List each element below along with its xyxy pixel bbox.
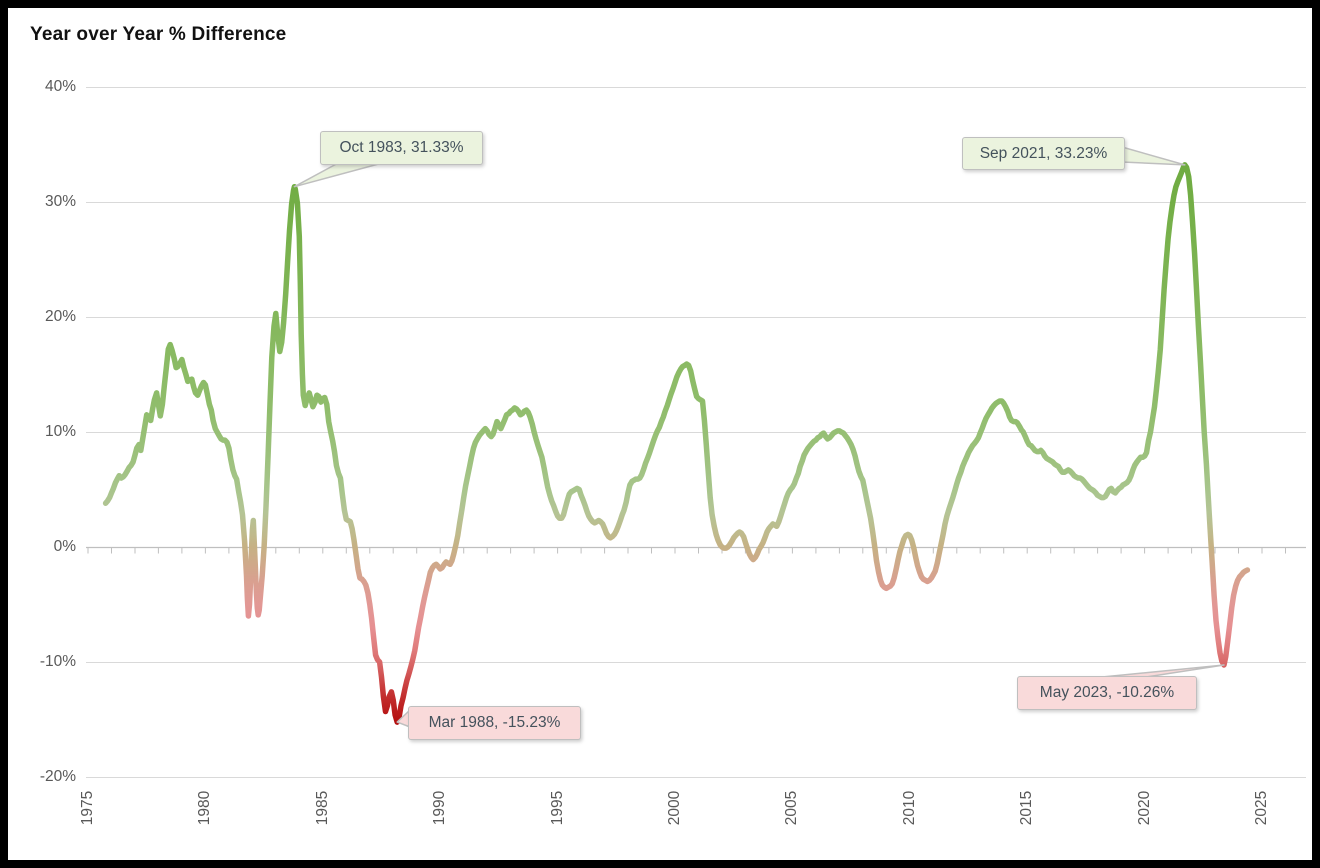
x-axis-tick-label: 1975 <box>79 790 96 826</box>
x-axis-tick-label: 2010 <box>900 790 918 826</box>
x-axis-tick-label: 1995 <box>548 790 566 826</box>
y-axis-tick-label: 20% <box>44 308 76 325</box>
callout-label: Oct 1983, 31.33% <box>339 139 464 156</box>
x-axis <box>86 546 1306 554</box>
callout-tails <box>293 146 1225 728</box>
y-axis-tick-label: 30% <box>44 193 76 210</box>
x-axis-tick-label: 1985 <box>313 790 331 826</box>
callout-sep-2021: Sep 2021, 33.23% <box>962 137 1125 170</box>
x-axis-tick-label: 1990 <box>431 790 449 826</box>
x-axis-tick-label: 2020 <box>1135 790 1153 826</box>
y-axis-tick-label: 0% <box>53 538 76 555</box>
callout-may-2023: May 2023, -10.26% <box>1017 676 1197 710</box>
callout-label: Mar 1988, -15.23% <box>428 714 561 731</box>
x-axis-tick-label: 2005 <box>783 790 801 826</box>
chart-title: Year over Year % Difference <box>30 24 287 45</box>
y-axis-tick-label: 10% <box>44 423 76 440</box>
x-axis-tick-label: 2025 <box>1253 790 1270 826</box>
y-axis-tick-label: -20% <box>39 768 76 785</box>
callout-mar-1988: Mar 1988, -15.23% <box>408 706 581 740</box>
x-axis-tick-label: 2000 <box>666 790 683 826</box>
y-axis-tick-label: 40% <box>44 78 76 95</box>
callout-label: Sep 2021, 33.23% <box>979 144 1108 162</box>
data-line <box>102 162 1251 725</box>
x-axis-tick-label: 2015 <box>1018 790 1036 826</box>
callout-label: May 2023, -10.26% <box>1039 684 1175 701</box>
x-axis-tick-label: 1980 <box>196 790 214 826</box>
callout-oct-1983: Oct 1983, 31.33% <box>320 131 483 165</box>
y-axis-tick-label: -10% <box>39 653 76 670</box>
